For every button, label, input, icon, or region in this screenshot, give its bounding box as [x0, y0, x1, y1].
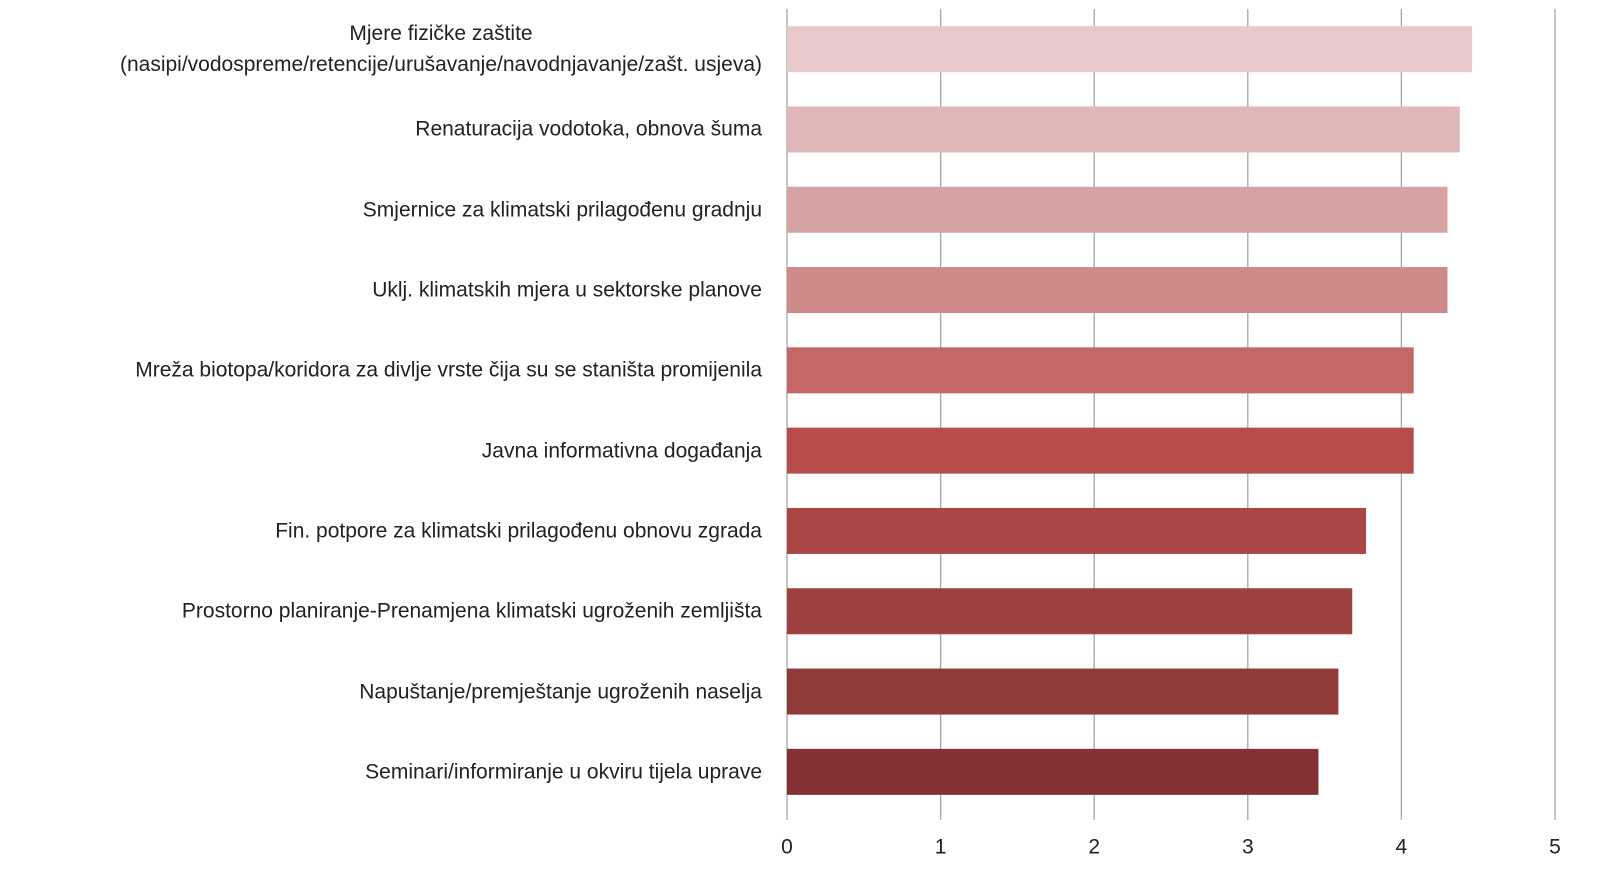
y-tick-label: Fin. potpore za klimatski prilagođenu ob… — [275, 519, 762, 543]
x-tick-label: 4 — [1396, 836, 1408, 859]
bar — [787, 668, 1339, 715]
y-tick-label: Uklj. klimatskih mjera u sektorske plano… — [372, 278, 762, 302]
bar — [787, 588, 1353, 635]
y-tick-label: Smjernice za klimatski prilagođenu gradn… — [362, 198, 762, 222]
y-tick-label: Renaturacija vodotoka, obnova šuma — [415, 117, 762, 141]
x-tick-label: 3 — [1242, 836, 1254, 859]
y-tick-label: Mjere fizičke zaštite (nasipi/vodospreme… — [119, 22, 762, 77]
bar — [787, 186, 1448, 233]
bar — [787, 267, 1448, 314]
y-tick-label: Javna informativna događanja — [481, 439, 762, 463]
bar — [787, 427, 1414, 474]
y-tick-label: Prostorno planiranje-Prenamjena klimatsk… — [181, 599, 762, 623]
y-tick-label: Mreža biotopa/koridora za divlje vrste č… — [135, 358, 762, 382]
y-tick-label: Napuštanje/premještanje ugroženih naselj… — [359, 680, 762, 704]
y-tick-label: Seminari/informiranje u okviru tijela up… — [365, 760, 762, 784]
x-tick-label: 2 — [1088, 836, 1100, 859]
bar — [787, 26, 1473, 73]
bar — [787, 748, 1319, 795]
bar — [787, 106, 1460, 153]
bar — [787, 507, 1367, 554]
x-tick-label: 0 — [781, 836, 793, 859]
x-tick-label: 5 — [1549, 836, 1561, 859]
bar — [787, 347, 1414, 394]
x-tick-label: 1 — [935, 836, 947, 859]
